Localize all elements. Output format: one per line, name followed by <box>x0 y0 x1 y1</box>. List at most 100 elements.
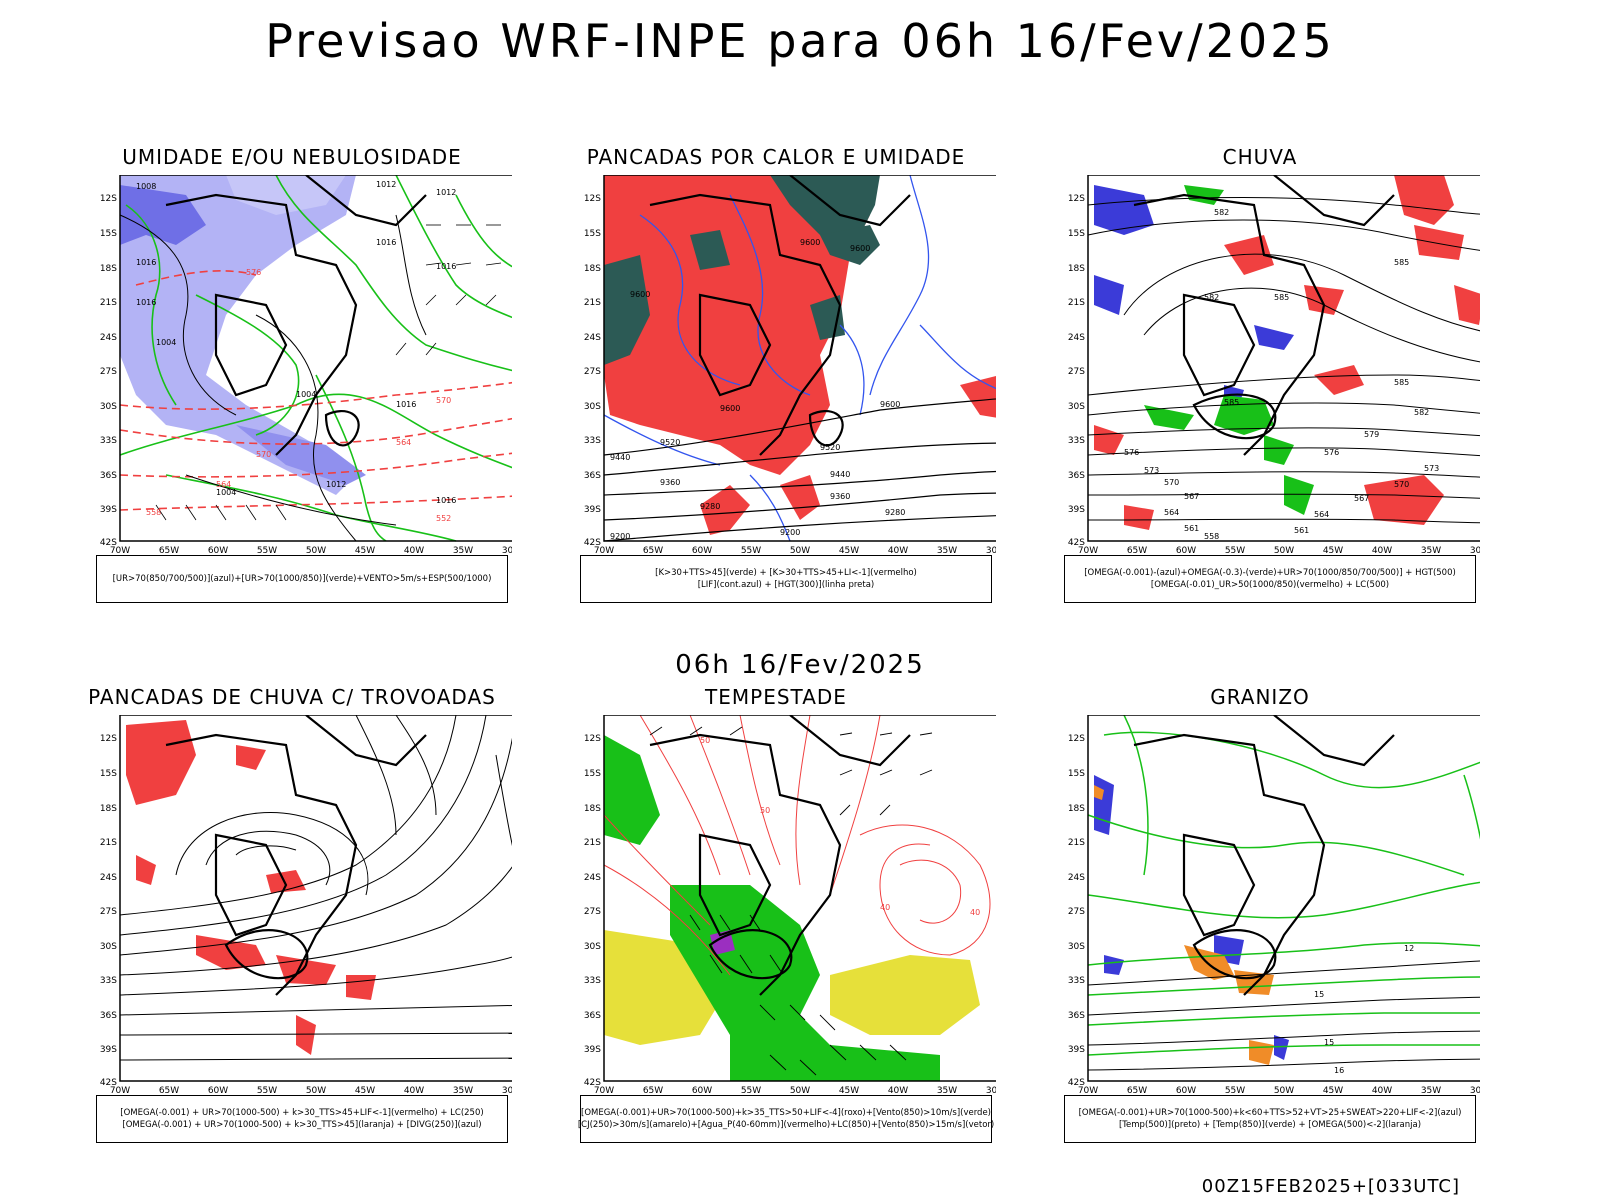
panel-title: CHUVA <box>1222 145 1298 169</box>
svg-text:33S: 33S <box>1068 976 1085 986</box>
svg-text:60W: 60W <box>208 546 228 555</box>
svg-text:9600: 9600 <box>630 290 650 299</box>
svg-text:30W: 30W <box>986 546 996 555</box>
svg-text:1016: 1016 <box>436 496 456 505</box>
legend: [UR>70(850/700/500)](azul)+[UR>70(1000/8… <box>96 555 508 603</box>
svg-text:39S: 39S <box>1068 505 1085 515</box>
svg-text:576: 576 <box>246 268 261 277</box>
svg-text:21S: 21S <box>584 298 601 308</box>
svg-text:18S: 18S <box>100 264 117 274</box>
svg-text:36S: 36S <box>100 471 117 481</box>
svg-text:1016: 1016 <box>376 238 396 247</box>
svg-text:12: 12 <box>1404 944 1414 953</box>
legend-line: [OMEGA(-0.001) + UR>70(1000-500) + k>30_… <box>120 1108 484 1118</box>
svg-text:36S: 36S <box>100 1011 117 1021</box>
svg-text:561: 561 <box>1184 524 1199 533</box>
svg-text:40W: 40W <box>1372 546 1392 555</box>
svg-text:12S: 12S <box>1068 194 1085 204</box>
svg-text:15S: 15S <box>1068 229 1085 239</box>
svg-text:9440: 9440 <box>830 470 850 479</box>
svg-text:21S: 21S <box>1068 838 1085 848</box>
svg-text:9520: 9520 <box>660 438 680 447</box>
svg-text:70W: 70W <box>110 546 130 555</box>
svg-text:15S: 15S <box>100 229 117 239</box>
svg-text:27S: 27S <box>1068 367 1085 377</box>
svg-text:9360: 9360 <box>830 492 850 501</box>
svg-text:1016: 1016 <box>436 262 456 271</box>
svg-text:9440: 9440 <box>610 453 630 462</box>
panel-title: UMIDADE E/OU NEBULOSIDADE <box>122 145 462 169</box>
svg-text:18S: 18S <box>1068 264 1085 274</box>
svg-text:30W: 30W <box>1470 1086 1480 1095</box>
svg-text:33S: 33S <box>100 976 117 986</box>
svg-text:585: 585 <box>1394 258 1409 267</box>
svg-text:1016: 1016 <box>136 258 156 267</box>
svg-text:15: 15 <box>1314 990 1324 999</box>
svg-text:570: 570 <box>436 396 451 405</box>
svg-text:24S: 24S <box>584 333 601 343</box>
svg-text:1004: 1004 <box>216 488 236 497</box>
svg-text:9360: 9360 <box>660 478 680 487</box>
svg-text:65W: 65W <box>643 546 663 555</box>
svg-text:1004: 1004 <box>156 338 176 347</box>
svg-text:39S: 39S <box>100 1045 117 1055</box>
legend-line: [UR>70(850/700/500)](azul)+[UR>70(1000/8… <box>112 574 492 584</box>
svg-text:42S: 42S <box>100 538 117 548</box>
legend: [OMEGA(-0.001) + UR>70(1000-500) + k>30_… <box>96 1095 508 1143</box>
svg-text:33S: 33S <box>584 976 601 986</box>
legend-line: [OMEGA(-0.01)_UR>50(1000/850)(vermelho) … <box>1150 580 1390 590</box>
svg-text:70W: 70W <box>594 1086 614 1095</box>
svg-text:21S: 21S <box>100 298 117 308</box>
svg-text:45W: 45W <box>1323 1086 1343 1095</box>
svg-text:60W: 60W <box>692 1086 712 1095</box>
svg-text:564: 564 <box>216 480 231 489</box>
svg-text:39S: 39S <box>1068 1045 1085 1055</box>
svg-text:45W: 45W <box>1323 546 1343 555</box>
svg-text:35W: 35W <box>1421 1086 1441 1095</box>
svg-text:1008: 1008 <box>136 182 156 191</box>
svg-text:27S: 27S <box>100 367 117 377</box>
svg-text:42S: 42S <box>1068 538 1085 548</box>
svg-text:39S: 39S <box>100 505 117 515</box>
svg-text:564: 564 <box>1164 508 1179 517</box>
svg-text:40W: 40W <box>888 546 908 555</box>
svg-text:567: 567 <box>1354 494 1369 503</box>
legend: [OMEGA(-0.001)+UR>70(1000-500)+k>35_TTS>… <box>578 1095 994 1143</box>
svg-text:585: 585 <box>1274 293 1289 302</box>
panel-granizo: GRANIZO <box>1040 685 1480 1155</box>
panel-pancadas-trovoadas: PANCADAS DE CHUVA C/ TROVOADAS <box>72 685 512 1155</box>
legend-line: [OMEGA(-0.001)+UR>70(1000-500)+k<60+TTS>… <box>1078 1108 1462 1118</box>
svg-text:579: 579 <box>1364 430 1379 439</box>
svg-text:70W: 70W <box>1078 546 1098 555</box>
svg-text:60W: 60W <box>1176 1086 1196 1095</box>
svg-text:21S: 21S <box>584 838 601 848</box>
svg-text:15S: 15S <box>584 769 601 779</box>
map-pancadas-trovoadas: 12S 15S 18S 21S 24S 27S 30S 33S 36S 39S 42S 70W… <box>96 715 512 1095</box>
svg-text:18S: 18S <box>100 804 117 814</box>
svg-text:9280: 9280 <box>885 508 905 517</box>
svg-text:30S: 30S <box>584 402 601 412</box>
svg-text:42S: 42S <box>1068 1078 1085 1088</box>
map-pancadas-calor: 9600 9600 9600 9600 9600 9520 9520 9440 9440 9… <box>580 175 996 555</box>
legend-line: [LIF](cont.azul) + [HGT(300)](linha pret… <box>697 580 875 590</box>
svg-text:9600: 9600 <box>880 400 900 409</box>
svg-text:65W: 65W <box>643 1086 663 1095</box>
svg-text:12S: 12S <box>100 194 117 204</box>
svg-text:50W: 50W <box>1274 1086 1294 1095</box>
svg-text:39S: 39S <box>584 505 601 515</box>
svg-text:585: 585 <box>1394 378 1409 387</box>
map-umidade: 1008 1012 1012 1016 1016 1004 1016 1016 1004 1… <box>96 175 512 555</box>
svg-text:15: 15 <box>1324 1038 1334 1047</box>
legend: [K>30+TTS>45](verde) + [K>30+TTS>45+LI<-… <box>580 555 992 603</box>
svg-text:567: 567 <box>1184 492 1199 501</box>
svg-text:35W: 35W <box>453 546 473 555</box>
svg-text:50W: 50W <box>790 546 810 555</box>
svg-text:1016: 1016 <box>136 298 156 307</box>
svg-text:45W: 45W <box>355 1086 375 1095</box>
svg-text:1012: 1012 <box>326 480 346 489</box>
svg-text:9200: 9200 <box>610 532 630 541</box>
panel-pancadas-calor: PANCADAS POR CALOR E UMIDADE <box>556 145 996 615</box>
svg-text:36S: 36S <box>584 1011 601 1021</box>
svg-text:30S: 30S <box>1068 942 1085 952</box>
svg-text:70W: 70W <box>594 546 614 555</box>
